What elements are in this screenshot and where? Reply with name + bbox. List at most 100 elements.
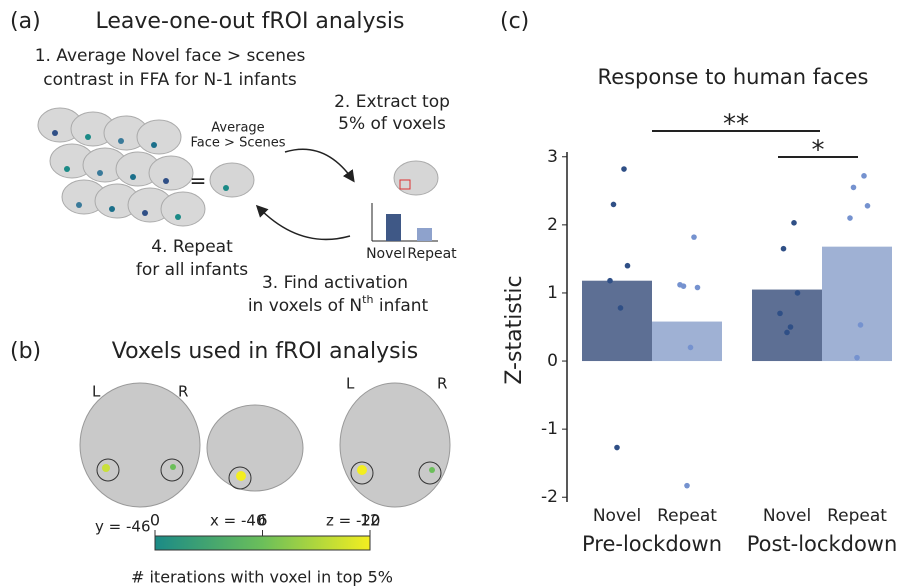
panel-title: Voxels used in fROI analysis xyxy=(112,339,418,364)
brain xyxy=(394,161,438,195)
mini-bar xyxy=(417,228,432,241)
voxels xyxy=(357,465,367,475)
voxels xyxy=(429,467,435,473)
data-point xyxy=(607,278,613,284)
bar xyxy=(752,290,822,361)
x-tick-label: Repeat xyxy=(657,506,717,526)
panel-label: (a) xyxy=(10,9,41,34)
y-tick-label: 1 xyxy=(547,283,558,303)
step-text: 2. Extract top xyxy=(334,92,450,112)
brain-sagittal xyxy=(207,405,303,491)
brain-stack xyxy=(38,108,205,226)
side-label: R xyxy=(437,375,447,393)
x-tick-label: Novel xyxy=(763,506,811,526)
superscript: th xyxy=(362,293,373,306)
brain xyxy=(161,192,205,226)
slice-label: y = -46 xyxy=(95,518,150,536)
side-label: R xyxy=(178,383,188,401)
step-text: contrast in FFA for N-1 infants xyxy=(43,70,297,90)
step-text: 4. Repeat xyxy=(151,237,233,257)
brain xyxy=(137,120,181,154)
bar xyxy=(652,322,722,361)
data-point xyxy=(688,345,694,351)
data-point xyxy=(625,263,631,269)
significance-label: ** xyxy=(723,110,749,140)
brain xyxy=(210,163,254,197)
side-label: L xyxy=(92,383,101,401)
brain-spot xyxy=(130,174,136,180)
data-point xyxy=(684,483,690,489)
data-point xyxy=(851,185,857,191)
data-point xyxy=(854,355,860,361)
group-label: Pre-lockdown xyxy=(582,532,722,556)
brain-spot xyxy=(109,206,115,212)
data-point xyxy=(777,311,783,317)
brain-spot xyxy=(64,166,70,172)
step-text: for all infants xyxy=(136,260,248,280)
figure: (a) Leave-one-out fROI analysis 1. Avera… xyxy=(0,0,903,587)
significance-label: * xyxy=(812,136,825,166)
voxels xyxy=(236,471,246,481)
data-point xyxy=(695,285,701,291)
data-point xyxy=(847,215,853,221)
step-text: 5% of voxels xyxy=(338,114,446,134)
data-point xyxy=(858,322,864,328)
mini-label: Novel xyxy=(366,246,406,262)
arrow xyxy=(285,149,353,180)
brain xyxy=(149,156,193,190)
data-point xyxy=(611,202,617,208)
x-tick-label: Novel xyxy=(593,506,641,526)
brain-axial xyxy=(340,383,450,507)
brain-spot xyxy=(85,134,91,140)
data-point xyxy=(795,290,801,296)
step-text: 1. Average Novel face > scenes xyxy=(35,46,306,66)
bar xyxy=(582,281,652,361)
panel-label: (c) xyxy=(500,9,529,34)
arrow xyxy=(258,207,350,239)
x-tick-label: Repeat xyxy=(827,506,887,526)
y-tick-label: 0 xyxy=(547,351,558,371)
data-point xyxy=(621,166,627,172)
voxels xyxy=(102,464,110,472)
colorbar-tick-label: 12 xyxy=(360,511,380,530)
brain-spot xyxy=(52,130,58,136)
average-label: Average xyxy=(211,121,264,136)
mini-label: Repeat xyxy=(407,246,457,262)
colorbar-label: # iterations with voxel in top 5% xyxy=(131,568,393,587)
bar xyxy=(822,247,892,361)
y-axis-label: Z-statistic xyxy=(502,275,527,384)
data-point xyxy=(614,445,620,451)
step-text: in voxels of Nth infant xyxy=(248,293,429,316)
equals: = xyxy=(190,169,207,193)
data-point xyxy=(791,220,797,226)
brain-spot xyxy=(97,170,103,176)
data-point xyxy=(865,203,871,209)
panel-title: Leave-one-out fROI analysis xyxy=(96,9,405,34)
step-text: in voxels of N xyxy=(248,296,362,316)
data-point xyxy=(861,173,867,179)
y-tick-label: -2 xyxy=(541,487,558,507)
group-label: Post-lockdown xyxy=(747,532,898,556)
step-text: infant xyxy=(373,296,428,316)
data-point xyxy=(618,305,624,311)
data-point xyxy=(691,234,697,240)
step-text: 3. Find activation xyxy=(262,273,408,293)
average-label: Face > Scenes xyxy=(191,136,286,151)
mini-bar xyxy=(386,214,401,241)
brain-spot xyxy=(223,185,229,191)
chart-title: Response to human faces xyxy=(598,65,869,89)
panel-label: (b) xyxy=(10,339,41,364)
y-tick-label: -1 xyxy=(541,419,558,439)
side-label: L xyxy=(346,375,355,393)
brain-spot xyxy=(76,202,82,208)
brain-spot xyxy=(163,178,169,184)
data-point xyxy=(784,330,790,336)
brain-spot xyxy=(175,214,181,220)
data-point xyxy=(781,246,787,252)
voxels xyxy=(170,464,176,470)
data-point xyxy=(677,282,683,288)
colorbar-tick-label: 0 xyxy=(150,511,160,530)
brain-spot xyxy=(151,142,157,148)
y-tick-label: 2 xyxy=(547,215,558,235)
